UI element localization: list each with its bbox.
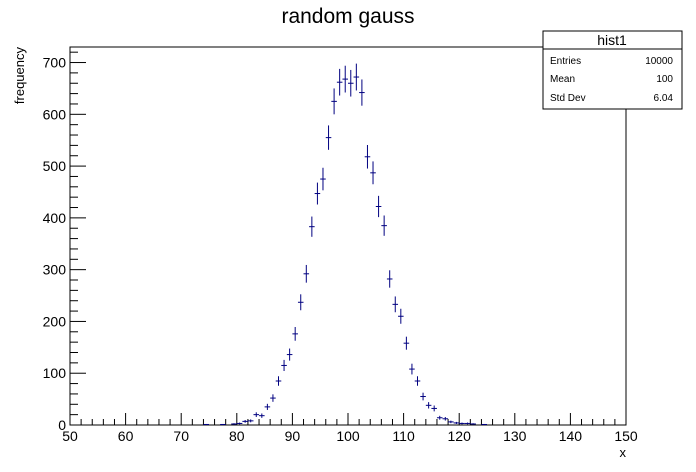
histogram-point <box>398 308 404 324</box>
stats-mean-label: Mean <box>550 74 575 85</box>
y-tick-label: 400 <box>43 210 67 226</box>
histogram-point <box>375 195 382 218</box>
histogram-point <box>436 415 443 420</box>
histogram-point <box>464 422 471 425</box>
histogram-point <box>336 68 343 96</box>
x-tick-label: 80 <box>229 428 245 444</box>
x-tick-label: 120 <box>448 428 472 444</box>
histogram-point <box>297 294 304 311</box>
data-series <box>203 63 487 425</box>
histogram-point <box>353 63 360 91</box>
histogram-point <box>481 423 487 425</box>
x-tick-label: 90 <box>285 428 301 444</box>
x-tick-label: 140 <box>559 428 583 444</box>
histogram-point <box>286 348 293 361</box>
stats-entries-label: Entries <box>550 56 581 67</box>
y-tick-label: 500 <box>43 158 67 174</box>
x-tick-label: 110 <box>392 428 415 444</box>
y-tick-label: 700 <box>43 55 67 71</box>
histogram-point <box>331 88 337 115</box>
histogram-point <box>453 421 460 424</box>
y-axis-label: frequency <box>12 47 27 105</box>
stats-mean-value: 100 <box>656 74 673 85</box>
stats-stddev-label: Std Dev <box>550 93 586 104</box>
y-tick-label: 600 <box>43 106 67 122</box>
histogram-point <box>431 405 437 412</box>
histogram-point <box>459 422 465 425</box>
chart-title: random gauss <box>281 5 414 28</box>
stats-box-frame <box>542 30 683 110</box>
histogram-point <box>420 392 426 401</box>
histogram-point <box>414 376 421 386</box>
x-tick-label: 100 <box>336 428 360 444</box>
histogram-point <box>203 423 209 425</box>
x-axis-label: x <box>620 445 627 460</box>
histogram-point <box>264 403 271 410</box>
histogram-point <box>359 79 365 106</box>
histogram-point <box>275 376 282 386</box>
histogram-point <box>409 363 415 375</box>
histogram-point <box>253 412 260 417</box>
histogram-point <box>314 182 321 205</box>
x-tick-label: 150 <box>614 428 638 444</box>
x-tick-label: 70 <box>173 428 189 444</box>
y-tick-label: 300 <box>43 262 67 278</box>
histogram-point <box>470 423 476 425</box>
histogram-point <box>242 420 248 423</box>
stats-box: hist1 Entries 10000 Mean 100 Std Dev 6.0… <box>542 30 683 110</box>
x-tick-label: 50 <box>62 428 78 444</box>
histogram-point <box>309 216 315 237</box>
histogram-point <box>259 413 265 418</box>
histogram-point <box>425 402 432 409</box>
histogram-point <box>292 326 298 341</box>
histogram-point <box>370 161 376 185</box>
stats-entries-value: 10000 <box>645 56 673 67</box>
stats-stddev-value: 6.04 <box>654 93 674 104</box>
histogram-point <box>403 336 410 350</box>
histogram-point <box>381 215 387 236</box>
histogram-point <box>281 359 287 372</box>
x-tick-label: 60 <box>118 428 134 444</box>
y-axis: 0 100 200 300 400 500 600 700 <box>43 51 86 433</box>
histogram-point <box>303 264 310 283</box>
histogram-point <box>320 167 326 191</box>
histogram-point <box>448 420 454 424</box>
histogram-point <box>220 423 226 425</box>
histogram-point <box>364 144 371 169</box>
histogram-point <box>342 65 348 93</box>
histogram-point <box>386 270 393 288</box>
y-tick-label: 0 <box>58 417 66 433</box>
histogram-point <box>348 69 354 97</box>
y-tick-label: 100 <box>43 365 67 381</box>
histogram-point <box>236 422 243 425</box>
stats-title: hist1 <box>597 32 627 48</box>
histogram-point <box>325 125 332 150</box>
y-tick-label: 200 <box>43 313 67 329</box>
histogram-point <box>442 416 449 421</box>
x-tick-label: 130 <box>503 428 527 444</box>
histogram-point <box>270 394 276 402</box>
histogram-point <box>231 423 237 425</box>
histogram-point <box>392 296 399 313</box>
histogram-point <box>247 419 254 423</box>
x-axis: 50 60 70 80 90 100 110 120 130 140 150 <box>62 413 638 444</box>
